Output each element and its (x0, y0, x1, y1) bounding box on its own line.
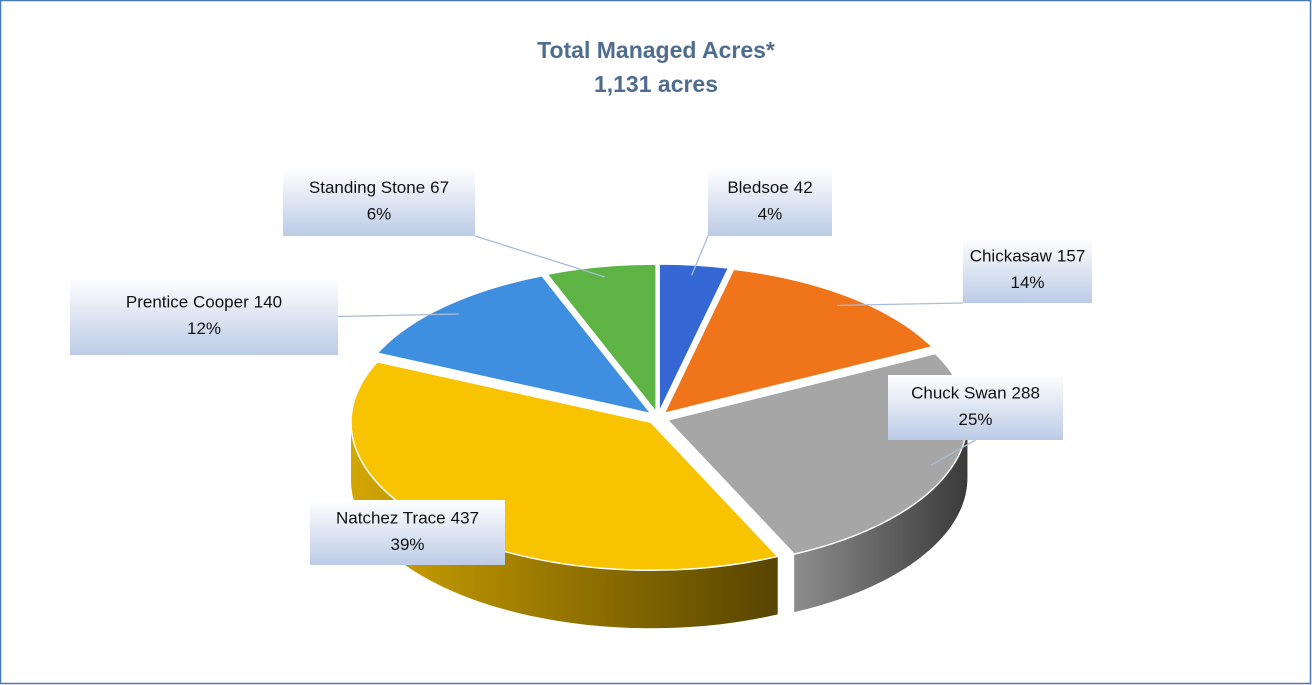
percent-label: 25% (958, 410, 992, 429)
category-name: Chickasaw (970, 247, 1053, 266)
category-name: Standing Stone (309, 178, 425, 197)
value: 157 (1057, 247, 1085, 266)
category-name: Bledsoe (727, 178, 788, 197)
label-box (70, 278, 338, 355)
leader-line (930, 439, 976, 466)
label-box (283, 168, 475, 236)
leader-line (837, 302, 964, 307)
slice (375, 274, 653, 415)
slice-side (350, 422, 778, 629)
category-name: Prentice Cooper (126, 293, 249, 312)
leader-line (337, 313, 459, 318)
value: 42 (794, 178, 813, 197)
data-label: Chuck Swan 288 (911, 384, 1040, 403)
data-label: Chickasaw 157 (970, 247, 1086, 266)
percent-label: 12% (187, 319, 221, 338)
data-label: Natchez Trace 437 (336, 509, 479, 528)
data-label: Prentice Cooper 140 (126, 293, 282, 312)
data-label: Standing Stone 67 (309, 178, 449, 197)
slice (658, 263, 730, 413)
label-box (888, 375, 1063, 440)
value: 140 (254, 293, 282, 312)
percent-label: 4% (758, 204, 783, 223)
leader-line (691, 235, 709, 276)
label-box (963, 238, 1092, 303)
data-label: Bledsoe 42 (727, 178, 812, 197)
percent-label: 39% (390, 535, 424, 554)
label-box (708, 168, 832, 236)
category-name: Chuck Swan (911, 384, 1006, 403)
chart-title: Total Managed Acres* (537, 37, 775, 63)
chart-subtitle: 1,131 acres (594, 71, 718, 97)
value: 288 (1012, 384, 1040, 403)
value: 437 (451, 509, 479, 528)
percent-label: 14% (1010, 273, 1044, 292)
value: 67 (430, 178, 449, 197)
leader-line (474, 235, 605, 278)
label-box (310, 500, 505, 565)
percent-label: 6% (367, 204, 392, 223)
slice-side (794, 419, 968, 613)
slice (545, 263, 657, 415)
category-name: Natchez Trace (336, 509, 446, 528)
